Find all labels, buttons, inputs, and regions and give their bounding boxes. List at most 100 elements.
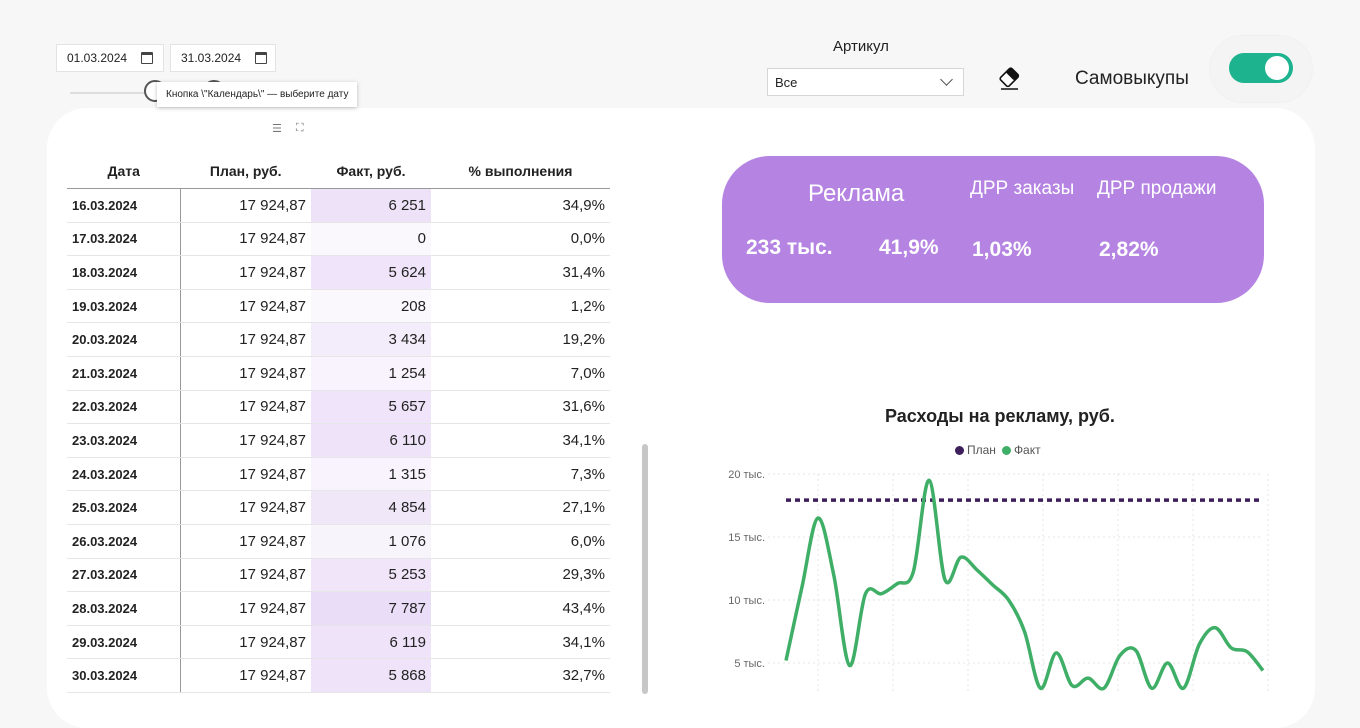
filter-icon[interactable]: ☰ [272, 123, 282, 135]
table-cell-fact: 1 076 [311, 524, 431, 559]
table-row[interactable]: 24.03.2024 17 924,87 1 315 7,3% [67, 457, 610, 492]
table-cell-plan: 17 924,87 [180, 524, 311, 559]
toggle-container [1210, 36, 1312, 102]
table-row[interactable]: 21.03.2024 17 924,87 1 254 7,0% [67, 356, 610, 391]
kpi-drr-orders: 1,03% [972, 238, 1032, 261]
article-dropdown[interactable]: Все [767, 68, 964, 96]
table-cell-plan: 17 924,87 [180, 591, 311, 626]
table-cell-plan: 17 924,87 [180, 490, 311, 525]
table-cell-plan: 17 924,87 [180, 457, 311, 492]
header-pct[interactable]: % выполнения [430, 154, 610, 189]
table-cell-plan: 17 924,87 [180, 289, 311, 324]
kpi-ad-amount: 233 тыс. [746, 236, 833, 259]
table-cell-date: 24.03.2024 [67, 457, 181, 492]
toggle-knob [1265, 56, 1289, 80]
kpi-drr-sales: 2,82% [1099, 238, 1159, 261]
kpi-drr-sales-label: ДРР продажи [1097, 178, 1217, 199]
table-row[interactable]: 22.03.2024 17 924,87 5 657 31,6% [67, 390, 610, 425]
table-row[interactable]: 18.03.2024 17 924,87 5 624 31,4% [67, 255, 610, 290]
table-cell-pct: 32,7% [430, 658, 610, 693]
header-plan[interactable]: План, руб. [180, 154, 311, 189]
table-cell-plan: 17 924,87 [180, 356, 311, 391]
self-purchase-toggle[interactable] [1229, 53, 1293, 83]
kpi-ad-pct: 41,9% [879, 236, 939, 259]
article-label: Артикул [833, 38, 889, 55]
table-cell-date: 16.03.2024 [67, 188, 181, 223]
table-cell-plan: 17 924,87 [180, 222, 311, 257]
table-cell-date: 29.03.2024 [67, 625, 181, 660]
table-cell-plan: 17 924,87 [180, 255, 311, 290]
header-date[interactable]: Дата [67, 154, 181, 189]
table-row[interactable]: 26.03.2024 17 924,87 1 076 6,0% [67, 524, 610, 559]
chart-legend: План Факт [955, 443, 1041, 457]
toggle-label: Самовыкупы [1075, 68, 1189, 89]
chart-title: Расходы на рекламу, руб. [885, 406, 1115, 426]
table-cell-date: 23.03.2024 [67, 423, 181, 458]
table-cell-pct: 34,9% [430, 188, 610, 223]
focus-mode-icon[interactable]: ⛶ [295, 122, 304, 134]
table-cell-plan: 17 924,87 [180, 322, 311, 357]
table-cell-fact: 208 [311, 289, 431, 324]
plan-fact-table: Дата План, руб. Факт, руб. % выполнения … [67, 154, 610, 693]
legend-fact-label[interactable]: Факт [1013, 443, 1041, 457]
table-row[interactable]: 28.03.2024 17 924,87 7 787 43,4% [67, 591, 610, 626]
table-row[interactable]: 29.03.2024 17 924,87 6 119 34,1% [67, 625, 610, 660]
table-row[interactable]: 20.03.2024 17 924,87 3 434 19,2% [67, 322, 610, 357]
table-row[interactable]: 27.03.2024 17 924,87 5 253 29,3% [67, 558, 610, 593]
visual-header-icons: ☰ ⛶ [272, 122, 304, 135]
y-tick-label: 20 тыс. [728, 469, 765, 481]
table-row[interactable]: 16.03.2024 17 924,87 6 251 34,9% [67, 188, 610, 223]
table-cell-fact: 6 119 [311, 625, 431, 660]
table-cell-fact: 0 [311, 222, 431, 257]
table-row[interactable]: 23.03.2024 17 924,87 6 110 34,1% [67, 423, 610, 458]
table-cell-date: 27.03.2024 [67, 558, 181, 593]
table-row[interactable]: 17.03.2024 17 924,87 0 0,0% [67, 222, 610, 257]
table-scrollbar[interactable] [642, 444, 648, 694]
calendar-tooltip: Кнопка \"Календарь\" — выберите дату [157, 82, 358, 107]
table-cell-date: 22.03.2024 [67, 390, 181, 425]
y-tick-label: 15 тыс. [728, 532, 765, 544]
table-cell-fact: 6 251 [311, 188, 431, 223]
table-cell-pct: 0,0% [430, 222, 610, 257]
table-cell-pct: 6,0% [430, 524, 610, 559]
table-cell-date: 25.03.2024 [67, 490, 181, 525]
table-cell-plan: 17 924,87 [180, 625, 311, 660]
chevron-down-icon [940, 73, 953, 86]
table-cell-date: 21.03.2024 [67, 356, 181, 391]
date-from-value: 01.03.2024 [67, 51, 128, 65]
table-cell-plan: 17 924,87 [180, 658, 311, 693]
table-cell-pct: 7,0% [430, 356, 610, 391]
table-cell-fact: 3 434 [311, 322, 431, 357]
ad-spend-chart: 20 тыс. 15 тыс. 10 тыс. 5 тыс. [728, 469, 1269, 693]
table-cell-plan: 17 924,87 [180, 390, 311, 425]
calendar-icon[interactable] [255, 52, 267, 64]
table-cell-fact: 5 253 [311, 558, 431, 593]
table-cell-pct: 31,6% [430, 390, 610, 425]
table-cell-fact: 1 315 [311, 457, 431, 492]
calendar-icon[interactable] [141, 52, 154, 64]
table-row[interactable]: 25.03.2024 17 924,87 4 854 27,1% [67, 490, 610, 525]
table-cell-plan: 17 924,87 [180, 423, 311, 458]
table-cell-plan: 17 924,87 [180, 188, 311, 223]
table-cell-fact: 5 657 [311, 390, 431, 425]
date-from-input[interactable]: 01.03.2024 [56, 44, 164, 72]
fact-series-line [784, 478, 1265, 691]
date-to-input[interactable]: 31.03.2024 [170, 44, 276, 72]
table-cell-fact: 7 787 [311, 591, 431, 626]
table-cell-pct: 31,4% [430, 255, 610, 290]
table-cell-pct: 34,1% [430, 625, 610, 660]
table-row[interactable]: 19.03.2024 17 924,87 208 1,2% [67, 289, 610, 324]
table-cell-date: 17.03.2024 [67, 222, 181, 257]
table-cell-fact: 4 854 [311, 490, 431, 525]
header-fact[interactable]: Факт, руб. [311, 154, 431, 189]
article-selected-value: Все [775, 74, 798, 90]
table-cell-pct: 34,1% [430, 423, 610, 458]
date-to-value: 31.03.2024 [181, 51, 242, 65]
table-row[interactable]: 30.03.2024 17 924,87 5 868 32,7% [67, 658, 610, 693]
legend-plan-label[interactable]: План [967, 443, 996, 457]
legend-fact-marker [1001, 445, 1011, 455]
kpi-drr-orders-label: ДРР заказы [970, 178, 1075, 199]
eraser-icon[interactable] [996, 64, 1024, 92]
table-cell-date: 19.03.2024 [67, 289, 181, 324]
table-cell-date: 26.03.2024 [67, 524, 181, 559]
